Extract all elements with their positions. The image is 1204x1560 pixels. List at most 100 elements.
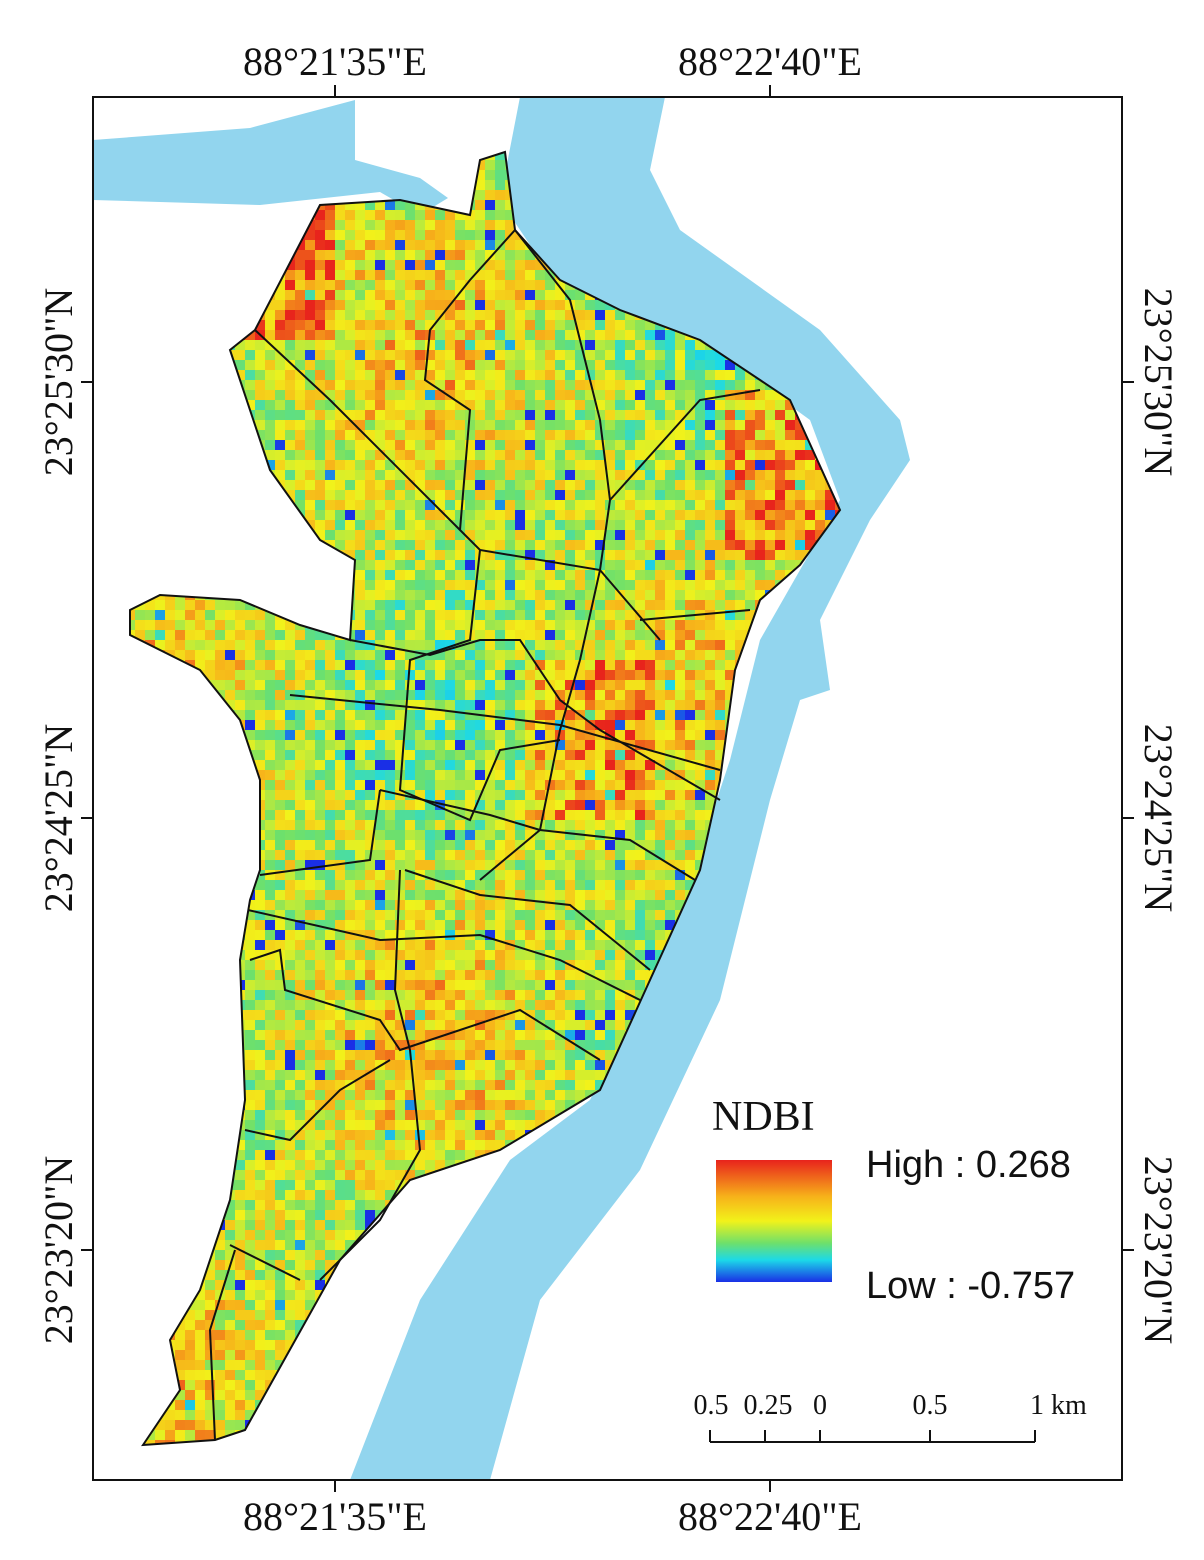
raster-cell [245,690,256,701]
raster-cell [215,560,226,571]
raster-cell [595,430,606,441]
raster-cell [415,440,426,451]
raster-cell [435,480,446,491]
raster-cell [395,420,406,431]
raster-cell [205,420,216,431]
raster-cell [525,500,536,511]
raster-cell [625,310,636,321]
raster-cell [595,510,606,521]
raster-cell [195,340,206,351]
raster-cell [535,600,546,611]
raster-cell [415,620,426,631]
raster-cell [705,460,716,471]
raster-cell [195,790,206,801]
raster-cell [515,790,526,801]
raster-cell [175,450,186,461]
raster-cell [325,660,336,671]
raster-cell [545,590,556,601]
raster-cell [725,230,736,241]
raster-cell [725,660,736,671]
raster-cell [675,380,686,391]
raster-cell [375,750,386,761]
raster-cell [215,660,226,671]
raster-cell [255,560,266,571]
raster-cell [130,410,136,421]
raster-cell [195,330,206,341]
raster-cell [515,780,526,791]
raster-cell [285,510,296,521]
raster-cell [605,610,616,621]
raster-cell [715,730,726,741]
raster-cell [245,330,256,341]
raster-cell [225,790,236,801]
raster-cell [385,540,396,551]
raster-cell [685,510,696,521]
raster-cell [625,730,636,741]
raster-cell [455,170,466,181]
raster-cell [155,210,166,221]
raster-cell [805,780,816,791]
raster-cell [715,370,726,381]
raster-cell [505,300,516,311]
raster-cell [345,710,356,721]
raster-cell [775,410,786,421]
raster-cell [145,700,156,711]
raster-cell [375,460,386,471]
raster-cell [315,580,326,591]
raster-cell [595,730,606,741]
raster-cell [525,530,536,541]
raster-cell [155,810,166,821]
raster-cell [565,380,576,391]
raster-cell [225,420,236,431]
raster-cell [345,780,356,791]
raster-cell [195,490,206,501]
raster-cell [375,700,386,711]
raster-cell [385,200,396,211]
raster-cell [235,570,246,581]
raster-cell [135,330,146,341]
raster-cell [435,700,446,711]
raster-cell [515,590,526,601]
raster-cell [415,380,426,391]
raster-cell [815,210,826,221]
raster-cell [265,300,276,311]
raster-cell [555,820,566,831]
raster-cell [425,370,436,381]
raster-cell [635,600,646,611]
raster-cell [485,180,496,191]
raster-cell [505,750,516,761]
raster-cell [695,470,706,481]
raster-cell [505,710,516,721]
raster-cell [130,510,136,521]
raster-cell [415,570,426,581]
raster-cell [695,770,706,781]
raster-cell [545,530,556,541]
raster-cell [685,790,696,801]
raster-cell [785,530,796,541]
raster-cell [185,450,196,461]
raster-cell [195,690,206,701]
raster-cell [315,560,326,571]
raster-cell [275,380,286,391]
raster-cell [615,310,626,321]
raster-cell [335,810,346,821]
raster-cell [215,440,226,451]
raster-cell [295,340,306,351]
raster-cell [845,640,856,651]
raster-cell [155,290,166,301]
raster-cell [335,360,346,371]
raster-cell [415,270,426,281]
raster-cell [235,760,246,771]
raster-cell [715,420,726,431]
raster-cell [195,650,206,661]
raster-cell [385,330,396,341]
raster-cell [665,520,676,531]
raster-cell [745,370,756,381]
raster-cell [155,630,166,641]
raster-cell [435,740,446,751]
raster-cell [375,560,386,571]
raster-cell [130,470,136,481]
raster-cell [495,720,506,731]
raster-cell [325,340,336,351]
raster-cell [275,590,286,601]
